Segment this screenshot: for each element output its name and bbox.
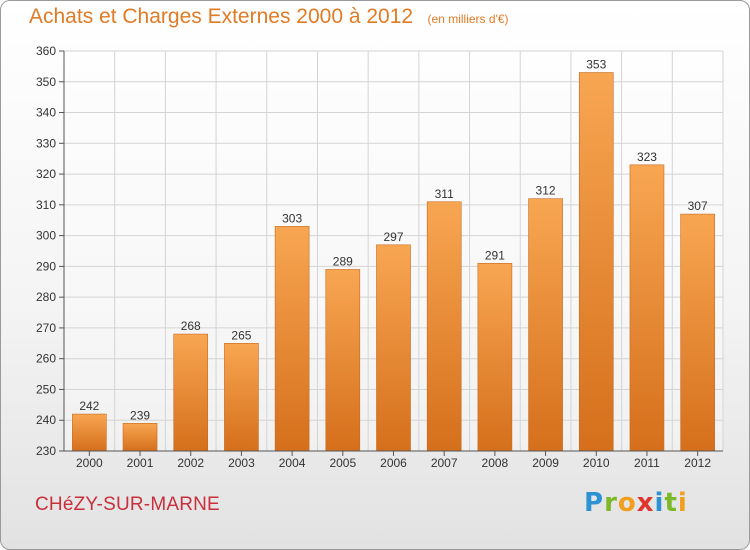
y-tick-label-340: 340 [36, 106, 56, 120]
bar-2001 [122, 423, 158, 452]
bar-2005 [325, 269, 361, 452]
logo-letter-0: P [584, 488, 605, 518]
y-tick-label-230: 230 [36, 444, 56, 458]
y-tick-label-350: 350 [36, 75, 56, 89]
data-label-2011: 323 [637, 150, 657, 164]
x-tick-label-2007: 2007 [431, 456, 458, 470]
bar-2006 [376, 244, 411, 452]
data-label-2001: 239 [130, 408, 150, 422]
y-tick-label-280: 280 [36, 290, 56, 304]
proxiti-logo: Proxiti [584, 488, 688, 518]
x-tick-label-2006: 2006 [380, 456, 407, 470]
y-tick-label-360: 360 [36, 44, 56, 58]
logo-letter-2: o [617, 488, 637, 518]
data-label-2009: 312 [536, 184, 556, 198]
y-tick-label-320: 320 [36, 167, 56, 181]
data-label-2003: 265 [231, 328, 251, 342]
y-tick-label-260: 260 [36, 352, 56, 366]
data-label-2007: 311 [435, 187, 454, 201]
chart-subtitle: (en milliers d'€) [427, 12, 509, 26]
x-tick-label-2002: 2002 [177, 456, 204, 470]
x-tick-label-2000: 2000 [76, 456, 103, 470]
commune-name: CHéZY-SUR-MARNE [35, 494, 220, 515]
axes: 230 240 250 260 270 280 290 300 310 320 330 340 350 3… [36, 44, 723, 470]
x-tick-label-2001: 2001 [127, 456, 154, 470]
y-tick-label-310: 310 [36, 198, 56, 212]
logo-letter-1: r [604, 488, 618, 518]
data-label-2004: 303 [282, 211, 302, 225]
logo-letter-6: i [677, 488, 688, 518]
bar-2002 [173, 333, 209, 452]
x-tick-label-2012: 2012 [684, 456, 711, 470]
x-tick-label-2003: 2003 [228, 456, 255, 470]
bar-2000 [72, 413, 107, 452]
chart-title: Achats et Charges Externes 2000 à 2012 [29, 5, 414, 28]
bars [72, 72, 715, 452]
logo-letter-5: t [664, 488, 678, 518]
data-label-2012: 307 [688, 199, 708, 213]
bar-2012 [680, 213, 715, 452]
logo-letter-4: i [654, 488, 665, 518]
y-tick-label-250: 250 [36, 382, 56, 396]
y-tick-label-240: 240 [36, 413, 56, 427]
data-label-2005: 289 [333, 254, 353, 268]
bar-2011 [629, 164, 665, 452]
data-label-2000: 242 [79, 399, 99, 413]
y-tick-label-290: 290 [36, 259, 56, 273]
x-tick-label-2010: 2010 [583, 456, 610, 470]
y-tick-label-330: 330 [36, 136, 56, 150]
x-tick-label-2008: 2008 [482, 456, 509, 470]
data-label-2010: 353 [586, 58, 606, 72]
bar-2010 [578, 72, 614, 452]
x-tick-label-2011: 2011 [634, 456, 660, 470]
x-tick-label-2009: 2009 [532, 456, 559, 470]
bar-2007 [426, 201, 462, 452]
chart-title-block: Achats et Charges Externes 2000 à 2012 (… [29, 5, 509, 29]
data-label-2006: 297 [383, 230, 403, 244]
x-tick-label-2005: 2005 [329, 456, 356, 470]
data-labels: 242 239 268 265 303 289 297 311 291 312 353 323 307 [79, 58, 708, 423]
y-tick-label-270: 270 [36, 321, 56, 335]
logo-letter-3: x [636, 488, 655, 518]
bar-2004 [274, 226, 310, 452]
bar-2009 [528, 198, 563, 452]
x-tick-label-2004: 2004 [279, 456, 306, 470]
bar-2008 [477, 263, 513, 452]
y-tick-label-300: 300 [36, 229, 56, 243]
data-label-2008: 291 [485, 248, 505, 262]
bar-2003 [224, 343, 259, 452]
data-label-2002: 268 [181, 319, 201, 333]
